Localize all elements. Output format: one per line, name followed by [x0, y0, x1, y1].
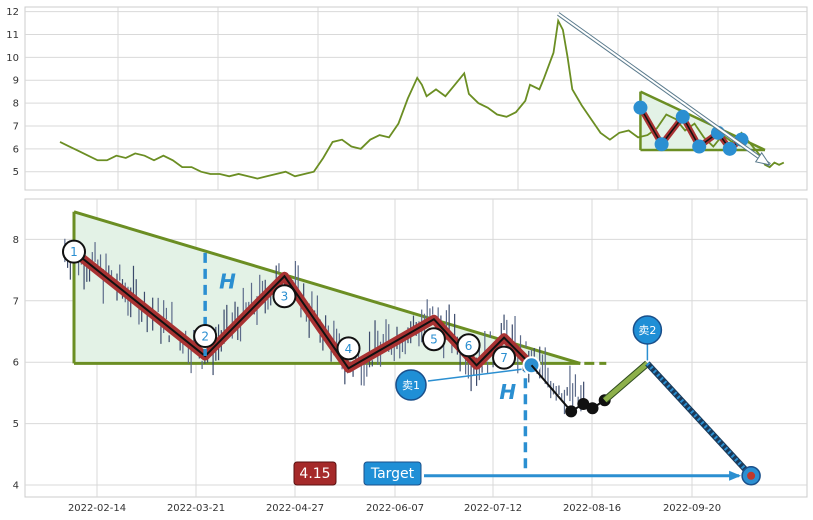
pattern-zigzag-inner — [73, 250, 533, 370]
top-pattern-point — [633, 100, 648, 115]
sell1-pointer — [427, 368, 522, 382]
pivot-label: 7 — [500, 351, 508, 365]
x-tick-label: 2022-03-21 — [167, 503, 225, 514]
top-price-line — [59, 17, 785, 180]
sell1-marker — [395, 369, 427, 401]
top-y-tick-label: 10 — [6, 53, 19, 64]
top-trend-arrow-shaft — [557, 13, 771, 166]
post-breakout-point — [577, 397, 590, 410]
pivot-marker — [421, 327, 446, 352]
bottom-y-tick-label: 4 — [13, 481, 19, 492]
bottom-y-tick-label: 5 — [13, 419, 19, 430]
top-y-tick-label: 9 — [13, 76, 19, 87]
top-pattern-point — [675, 109, 690, 124]
pivot-label: 1 — [70, 245, 78, 259]
top-y-tick-label: 6 — [13, 144, 19, 155]
height-label-right: H — [499, 380, 516, 404]
x-tick-label: 2022-04-27 — [266, 503, 324, 514]
pivot-label: 4 — [345, 342, 353, 356]
top-pattern-point — [722, 141, 737, 156]
pivot-label: 5 — [430, 333, 438, 347]
sell2-label: 卖2 — [638, 324, 656, 337]
post-breakout-point — [565, 405, 578, 418]
top-y-tick-label: 11 — [6, 30, 19, 41]
sell2-marker — [632, 315, 663, 345]
pivot-label: 2 — [201, 330, 209, 344]
bottom-triangle-upper-line — [73, 210, 581, 365]
target-label: Target — [370, 466, 415, 482]
post-breakout-point — [586, 402, 599, 415]
top-y-tick-label: 8 — [13, 99, 19, 110]
x-tick-label: 2022-06-07 — [366, 503, 424, 514]
pivot-label: 6 — [465, 339, 473, 353]
bottom-y-tick-label: 7 — [13, 296, 19, 307]
target-value-label: 4.15 — [299, 466, 330, 482]
top-y-tick-label: 5 — [13, 167, 19, 178]
top-pattern-point — [654, 137, 669, 152]
pivot-marker — [456, 333, 481, 358]
x-tick-label: 2022-08-16 — [563, 503, 621, 514]
target-arrow-head — [729, 470, 742, 481]
top-pattern-point — [692, 139, 707, 154]
x-tick-label: 2022-07-12 — [464, 503, 522, 514]
bottom-x-tick-labels: 2022-02-14 2022-03-21 2022-04-27 2022-06-07… — [68, 503, 721, 514]
target-value-box — [293, 461, 337, 486]
top-y-tick-label: 12 — [6, 7, 19, 18]
projection-down — [645, 362, 753, 478]
target-point-core — [747, 471, 756, 480]
pivot-marker — [62, 239, 86, 264]
pivot-marker — [193, 324, 218, 349]
pivot-marker — [336, 336, 361, 361]
height-label-left: H — [219, 270, 236, 294]
target-box — [363, 461, 422, 486]
x-tick-label: 2022-09-20 — [663, 503, 721, 514]
sell1-label: 卖1 — [402, 379, 420, 392]
bottom-y-tick-label: 6 — [13, 358, 19, 369]
pivot-label: 3 — [281, 290, 289, 304]
pivot-marker — [492, 345, 517, 370]
pivot-marker — [272, 284, 297, 309]
x-tick-label: 2022-02-14 — [68, 503, 126, 514]
top-trend-arrow-head — [754, 151, 771, 166]
projection-up — [603, 361, 650, 403]
bottom-y-tick-label: 8 — [13, 235, 19, 246]
top-y-tick-label: 7 — [13, 121, 19, 132]
